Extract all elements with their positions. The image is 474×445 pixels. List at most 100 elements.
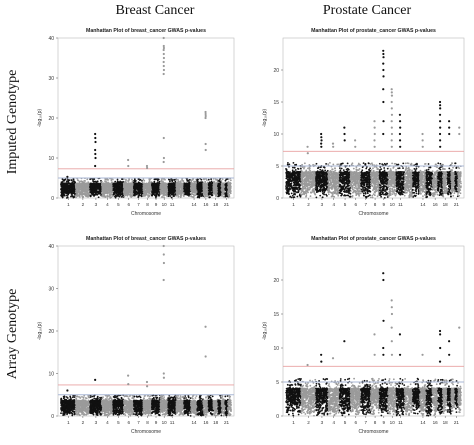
baseline-point — [141, 179, 143, 182]
x-tick-label: 10 — [162, 202, 168, 207]
peak-point — [94, 140, 97, 144]
baseline-point — [172, 191, 175, 193]
baseline-point — [151, 190, 154, 193]
baseline-point — [222, 195, 225, 198]
baseline-point — [143, 183, 145, 186]
baseline-point — [69, 190, 71, 192]
baseline-point — [60, 193, 63, 196]
baseline-point — [210, 180, 213, 183]
baseline-point — [211, 181, 214, 184]
baseline-point — [89, 195, 92, 198]
baseline-point — [81, 196, 84, 199]
baseline-point — [86, 189, 89, 192]
baseline-point — [176, 193, 179, 196]
baseline-point — [209, 187, 212, 190]
baseline-point — [175, 194, 178, 197]
baseline-point — [125, 179, 127, 182]
baseline-point — [292, 161, 295, 164]
peak-point — [94, 152, 97, 156]
baseline-point — [156, 178, 159, 181]
baseline-point — [229, 179, 232, 182]
baseline-point — [123, 195, 126, 198]
peak-point — [162, 64, 165, 68]
baseline-point — [62, 189, 64, 192]
baseline-point — [129, 187, 132, 190]
baseline-point — [158, 180, 161, 183]
baseline-point — [84, 192, 87, 194]
peak-point — [94, 156, 97, 160]
baseline-point — [83, 182, 86, 185]
baseline-point — [228, 193, 231, 196]
baseline-point — [215, 195, 217, 198]
baseline-point — [86, 194, 89, 197]
baseline-point — [126, 193, 129, 195]
baseline-point — [101, 180, 103, 183]
baseline-point — [140, 187, 143, 189]
baseline-point — [164, 186, 167, 189]
baseline-point — [190, 187, 193, 190]
baseline-point — [197, 183, 200, 186]
baseline-point — [121, 178, 123, 180]
chart-title: Manhattan Plot of breast_cancer GWAS p-v… — [86, 28, 206, 34]
peak-point — [94, 132, 97, 136]
baseline-point — [91, 178, 94, 180]
baseline-point — [67, 181, 70, 183]
baseline-point — [86, 192, 89, 195]
y-tick-label: 5 — [276, 164, 279, 170]
baseline-point — [67, 193, 70, 196]
baseline-point — [70, 179, 73, 181]
baseline-point — [117, 186, 120, 189]
y-tick-label: 0 — [276, 196, 279, 202]
baseline-point — [203, 193, 206, 195]
baseline-point — [96, 180, 99, 183]
baseline-point — [288, 163, 291, 166]
baseline-point — [194, 188, 197, 191]
y-tick-label: 10 — [273, 132, 279, 138]
baseline-point — [176, 190, 178, 192]
baseline-point — [213, 191, 215, 194]
baseline-point — [129, 194, 132, 197]
baseline-point — [80, 189, 83, 192]
baseline-point — [188, 183, 191, 186]
baseline-point — [148, 182, 151, 185]
baseline-point — [146, 185, 149, 188]
baseline-point — [158, 194, 160, 197]
peak-point — [162, 48, 165, 52]
y-tick-label: 30 — [48, 76, 54, 82]
baseline-point — [202, 182, 205, 185]
baseline-point — [290, 192, 293, 195]
y-tick-label: 20 — [48, 116, 54, 122]
baseline-point — [80, 188, 83, 190]
peak-point — [162, 72, 165, 76]
baseline-point — [77, 182, 80, 185]
baseline-point — [203, 178, 206, 181]
baseline-point — [216, 178, 219, 181]
baseline-point — [180, 185, 183, 188]
baseline-point — [207, 193, 210, 196]
baseline-point — [83, 193, 86, 196]
baseline-point — [292, 166, 294, 169]
baseline-point — [228, 182, 231, 185]
baseline-point — [126, 188, 129, 191]
baseline-point — [143, 194, 145, 197]
baseline-point — [154, 178, 157, 181]
baseline-point — [106, 192, 108, 194]
peak-points — [66, 36, 207, 178]
baseline-point — [297, 188, 299, 191]
baseline-point — [208, 192, 210, 194]
baseline-point — [137, 189, 140, 192]
baseline-point — [116, 178, 119, 181]
baseline-point — [183, 190, 186, 193]
baseline-point — [80, 180, 83, 183]
baseline-point — [93, 195, 95, 197]
baseline-point — [67, 191, 70, 194]
baseline-point — [98, 183, 101, 186]
baseline-point — [221, 178, 224, 181]
baseline-point — [182, 192, 185, 195]
baseline-point — [65, 183, 68, 186]
baseline-point — [108, 195, 111, 197]
baseline-point — [159, 190, 162, 193]
baseline-point — [76, 194, 79, 196]
baseline-point — [184, 193, 186, 196]
peak-point — [204, 148, 207, 152]
